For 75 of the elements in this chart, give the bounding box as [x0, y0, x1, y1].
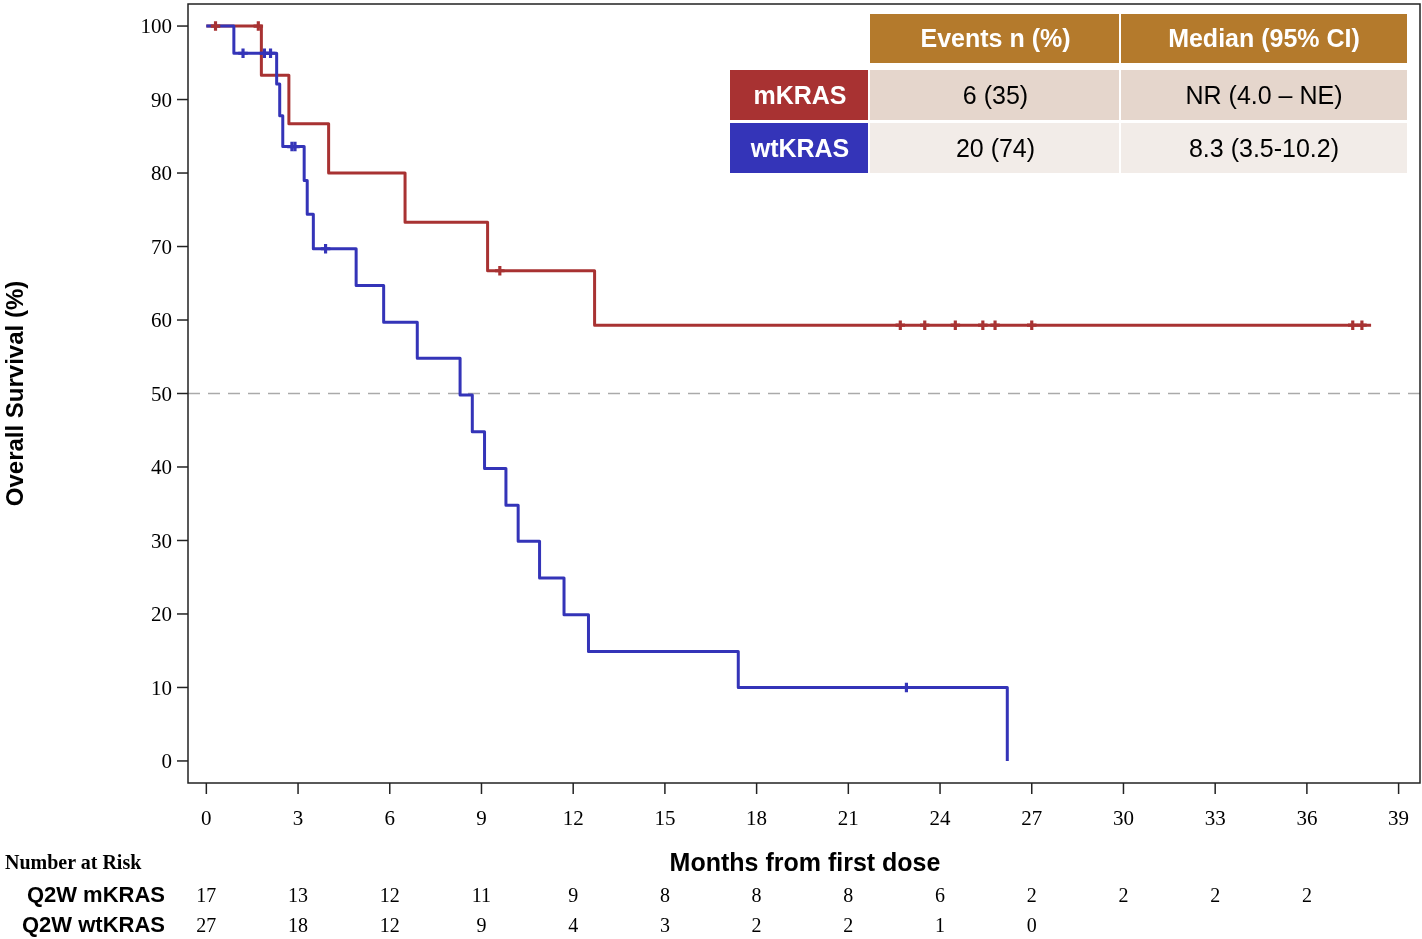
x-tick-label: 30	[1112, 806, 1134, 830]
y-tick-label: 100	[140, 14, 172, 39]
annotation: 8.3 (3.5-10.2)	[1188, 133, 1340, 162]
y-axis-title: Overall Survival (%)	[1, 280, 28, 507]
text: 2	[1026, 884, 1037, 906]
text: 2	[1118, 884, 1129, 906]
text: 27	[196, 914, 217, 936]
x-tick-label: 12	[562, 806, 584, 830]
text: 4	[568, 914, 579, 936]
text: 2	[751, 914, 762, 936]
x-tick-label: 21	[837, 806, 859, 830]
text: Q2W wtKRAS	[22, 912, 165, 937]
x-tick-label: 15	[654, 806, 676, 830]
point	[210, 21, 221, 31]
text: 8	[843, 884, 854, 906]
y-tick-label: 20	[151, 602, 172, 627]
point	[320, 243, 331, 254]
y-tick-label: 10	[151, 675, 172, 700]
text: 6	[935, 884, 946, 906]
text: 0	[1026, 914, 1037, 936]
x-tick-label: 27	[1021, 806, 1043, 830]
text: wtKRAS	[749, 133, 850, 162]
text: 2	[843, 914, 854, 936]
x-tick-label: 24	[929, 806, 952, 830]
annotation: Events n (%)	[920, 24, 1071, 53]
text: mKRAS	[753, 80, 847, 109]
x-tick-label: 18	[746, 806, 768, 830]
annotation: Median (95% CI)	[1168, 24, 1360, 53]
point	[265, 48, 276, 58]
point	[253, 21, 264, 31]
text: 2	[1210, 884, 1221, 906]
annotation: NR (4.0 – NE)	[1185, 80, 1343, 109]
text: Q2W mKRAS	[26, 882, 165, 907]
y-tick-label: 90	[151, 87, 172, 112]
y-tick-label: 60	[151, 308, 172, 333]
text: 12	[379, 914, 400, 936]
y-tick-label: 30	[151, 528, 172, 553]
text: 8	[751, 884, 762, 906]
text: 3	[659, 914, 670, 936]
annotation: 20 (74)	[955, 133, 1036, 162]
text: 13	[288, 884, 309, 906]
text: 9	[476, 914, 487, 936]
y-tick-label: 80	[151, 161, 172, 186]
point	[1357, 320, 1367, 330]
x-tick-label: 39	[1388, 806, 1410, 830]
point	[990, 320, 1000, 330]
y-tick-label: 40	[151, 455, 172, 480]
x-axis-title: Months from first dose	[669, 848, 941, 876]
point	[1027, 320, 1037, 330]
point	[238, 48, 248, 58]
x-tick-label: 3	[292, 806, 304, 830]
point	[950, 320, 961, 330]
text: 18	[288, 914, 309, 936]
text: 17	[196, 884, 217, 906]
point	[978, 320, 988, 330]
y-tick-label: 50	[151, 381, 172, 406]
annotation: 6 (35)	[962, 80, 1029, 109]
text: 1	[935, 914, 946, 936]
x-tick-label: 9	[476, 806, 487, 830]
text: Number at Risk	[5, 851, 143, 873]
y-tick-label: 70	[151, 234, 172, 259]
y-tick-label: 0	[161, 749, 172, 774]
text: 11	[471, 884, 492, 906]
text: 12	[379, 884, 400, 906]
point	[495, 266, 505, 276]
text: 2	[1301, 884, 1312, 906]
x-tick-label: 33	[1204, 806, 1226, 830]
point	[895, 320, 906, 330]
text: 9	[568, 884, 579, 906]
point	[920, 320, 930, 330]
text: 8	[659, 884, 670, 906]
x-tick-label: 36	[1296, 806, 1318, 830]
x-tick-label: 6	[384, 806, 396, 830]
x-tick-label: 0	[201, 806, 212, 830]
point	[1348, 320, 1358, 330]
